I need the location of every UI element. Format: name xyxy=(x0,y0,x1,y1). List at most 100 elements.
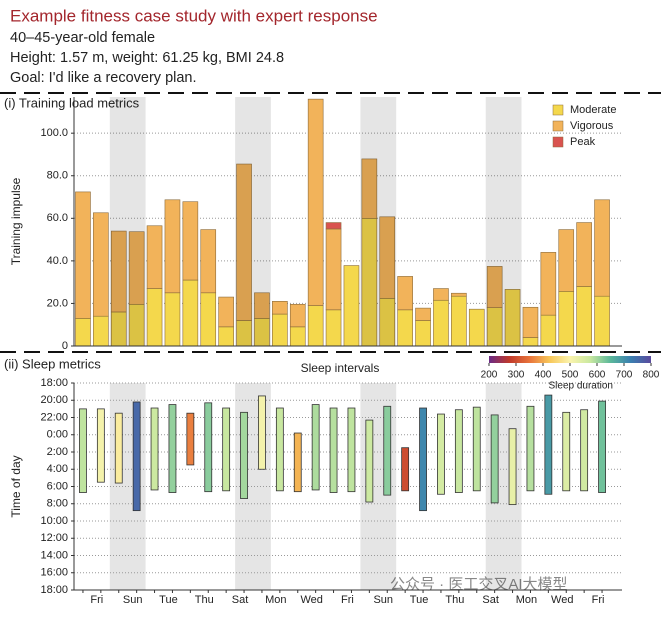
x-axis-label: Sleep intervals xyxy=(301,361,380,375)
bar-segment xyxy=(468,308,485,347)
bar-segment xyxy=(325,309,342,347)
legend-label: Peak xyxy=(570,136,596,148)
bar-segment xyxy=(289,303,306,328)
bar-segment xyxy=(540,252,557,316)
x-tick-label: Fri xyxy=(592,594,605,606)
x-tick-label: Thu xyxy=(195,594,214,606)
bar-segment xyxy=(397,276,413,311)
legend-label: Vigorous xyxy=(570,120,614,132)
sleep-bar xyxy=(472,406,481,492)
sleep-bar xyxy=(508,428,517,506)
bar-segment xyxy=(272,301,288,315)
x-tick-label: Tue xyxy=(410,594,429,606)
x-tick-label: Fri xyxy=(341,594,354,606)
bar-segment xyxy=(182,201,199,281)
bar-segment xyxy=(433,288,449,301)
sleep-bar xyxy=(365,419,374,503)
weekend-band xyxy=(109,97,146,346)
sleep-bar xyxy=(275,407,284,492)
sleep-bar xyxy=(150,407,159,491)
x-tick-label: Fri xyxy=(90,594,103,606)
bar-segment xyxy=(594,199,610,297)
bar-segment xyxy=(540,314,557,347)
x-tick-label: Tue xyxy=(159,594,178,606)
colorbar-tick-label: 200 xyxy=(481,370,498,381)
y-tick-label: 80.0 xyxy=(47,170,68,182)
sleep-bar xyxy=(329,407,338,493)
bar-segment xyxy=(325,222,342,230)
colorbar-tick-label: 500 xyxy=(562,370,579,381)
bar-segment xyxy=(254,292,270,319)
legend-swatch xyxy=(552,136,564,148)
legend-swatch xyxy=(552,120,564,132)
sleep-bar xyxy=(258,395,266,470)
bar-segment xyxy=(558,291,575,347)
colorbar-label: Sleep duration xyxy=(549,381,614,392)
chart-title: (ii) Sleep metrics xyxy=(4,356,101,371)
bar-segment xyxy=(379,216,396,299)
sleep-bar xyxy=(96,408,105,483)
sleep-bar xyxy=(490,414,499,504)
sleep-bar xyxy=(419,407,427,512)
sleep-bar xyxy=(562,411,571,492)
chart-title: (i) Training load metrics xyxy=(4,95,140,110)
bar-segment xyxy=(576,222,592,287)
bar-segment xyxy=(272,313,288,347)
y-tick-label: 2:00 xyxy=(47,446,68,458)
y-tick-label: 60.0 xyxy=(47,212,68,224)
sleep-bar xyxy=(293,432,302,493)
sleep-bar xyxy=(544,394,553,495)
bar-segment xyxy=(576,286,592,347)
bar-segment xyxy=(361,158,378,219)
y-tick-label: 18:00 xyxy=(40,377,68,389)
sleep-bar xyxy=(383,405,392,496)
colorbar-tick-label: 700 xyxy=(616,370,633,381)
bar-segment xyxy=(433,299,449,347)
sleep-bar xyxy=(580,409,589,492)
bar-segment xyxy=(128,231,145,305)
x-tick-label: Wed xyxy=(300,594,322,606)
sleep-bar xyxy=(240,411,248,499)
sleep-bar xyxy=(347,407,356,493)
profile-line: 40–45-year-old female xyxy=(10,30,155,46)
bar-segment xyxy=(236,163,252,321)
y-axis-label: Training impulse xyxy=(9,177,23,265)
bar-segment xyxy=(415,320,431,347)
bar-segment xyxy=(93,315,109,347)
bar-segment xyxy=(164,199,181,294)
weekend-band xyxy=(485,97,522,346)
sleep-bar xyxy=(437,413,445,495)
bar-segment xyxy=(397,309,413,347)
y-tick-label: 20.0 xyxy=(47,297,68,309)
x-tick-label: Mon xyxy=(516,594,537,606)
bar-segment xyxy=(289,326,306,347)
sleep-bar xyxy=(222,407,231,492)
y-tick-label: 14:00 xyxy=(40,549,68,561)
bar-segment xyxy=(522,306,539,338)
colorbar-tick-label: 800 xyxy=(643,370,660,381)
colorbar-tick-label: 600 xyxy=(589,370,606,381)
bar-segment xyxy=(451,295,467,347)
profile-line: Height: 1.57 m, weight: 61.25 kg, BMI 24… xyxy=(10,50,284,66)
figure-title: Example fitness case study with expert r… xyxy=(10,6,378,25)
bar-segment xyxy=(75,191,91,319)
y-tick-label: 8:00 xyxy=(47,498,68,510)
weekend-band xyxy=(360,97,397,346)
x-tick-label: Sat xyxy=(482,594,499,606)
colorbar xyxy=(489,356,651,363)
colorbar-tick-label: 300 xyxy=(508,370,525,381)
bar-segment xyxy=(75,318,91,347)
y-tick-label: 22:00 xyxy=(40,411,68,423)
y-axis-label: Time of day xyxy=(9,455,23,517)
bar-segment xyxy=(522,337,539,347)
y-tick-label: 12:00 xyxy=(40,532,68,544)
bar-segment xyxy=(451,292,467,297)
y-tick-label: 18:00 xyxy=(40,584,68,596)
profile-line: Goal: I'd like a recovery plan. xyxy=(10,70,197,86)
bar-segment xyxy=(558,229,575,292)
legend-label: Moderate xyxy=(570,104,616,116)
x-tick-label: Sun xyxy=(123,594,143,606)
sleep-bar xyxy=(168,404,177,493)
sleep-bar xyxy=(401,447,410,492)
